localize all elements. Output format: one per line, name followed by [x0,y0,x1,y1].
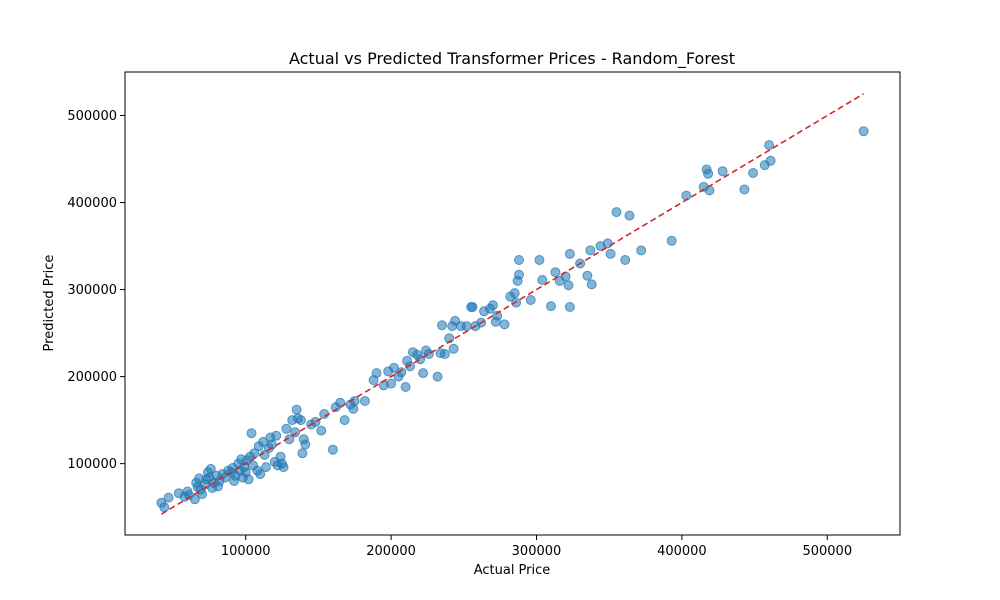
scatter-point [415,354,426,365]
scatter-point [492,310,503,321]
scatter-point [525,295,536,305]
scatter-point [666,235,677,246]
scatter-point [764,140,775,151]
scatter-point [467,302,478,312]
plot-marks [156,93,869,515]
scatter-point [681,190,692,201]
scatter-point [586,279,597,290]
scatter-point [396,367,407,378]
scatter-point [255,469,266,480]
scatter-point [585,245,596,256]
scatter-point [739,184,750,195]
scatter-point [439,349,450,359]
scatter-point [339,415,350,426]
scatter-point [448,343,459,354]
x-axis-ticks: 100000 200000 300000 400000 500000 [221,535,852,559]
scatter-point [281,423,292,434]
y-axis-label: Predicted Price [42,255,57,352]
y-tick-label: 300000 [67,283,117,298]
scatter-point [418,368,429,379]
scatter-point [246,428,257,439]
scatter-point [636,245,647,256]
scatter-point [582,270,593,281]
scatter-point [163,492,174,503]
scatter-point [537,275,548,285]
scatter-point [159,502,170,513]
scatter-point [295,415,306,426]
scatter-point [564,248,575,259]
scatter-point [703,168,714,179]
scatter-point [437,320,447,331]
scatter-point [611,207,622,218]
x-axis-label: Actual Price [474,563,551,578]
chart-title: Actual vs Predicted Transformer Prices -… [289,49,735,69]
scatter-point [534,255,545,265]
scatter-point [310,416,321,427]
scatter-point [550,267,561,278]
scatter-point [197,489,208,500]
scatter-point [487,300,498,311]
scatter-point [300,439,311,450]
y-tick-label: 200000 [67,370,117,385]
scatter-point [748,168,759,178]
scatter-point [284,434,295,445]
scatter-point [509,288,520,299]
scatter-point [258,436,269,447]
scatter-point [371,368,382,379]
scatter-point [765,155,776,166]
scatter-point [423,349,434,359]
x-tick-label: 300000 [512,544,562,559]
scatter-point [546,301,556,312]
y-tick-label: 400000 [67,196,117,211]
scatter-point [389,362,399,373]
scatter-point [297,448,308,459]
scatter-point [499,319,510,330]
scatter-point [704,185,715,196]
scatter-point [717,166,728,177]
scatter-point [261,462,271,473]
y-tick-label: 500000 [67,109,117,124]
scatter-point [858,126,869,137]
scatter-point [359,396,370,406]
scatter-point [514,269,524,280]
scatter-point [386,378,397,389]
x-tick-label: 200000 [366,544,416,559]
scatter-point [327,444,338,455]
scatter-point [514,255,524,265]
y-tick-label: 100000 [67,457,117,472]
x-tick-label: 500000 [802,544,852,559]
scatter-point [400,382,411,392]
scatter-point [620,255,631,265]
scatter-point [205,463,216,474]
scatter-point [563,280,574,291]
scatter-point [243,474,254,485]
scatter-point [564,302,575,312]
ideal-fit-line [160,93,865,515]
scatter-point [624,210,635,221]
x-tick-label: 400000 [657,544,707,559]
x-tick-label: 100000 [221,544,271,559]
plot-area-frame [124,71,901,536]
scatter-point [316,425,327,436]
scatter-point [271,430,282,441]
scatter-point [291,404,302,415]
scatter-point [432,371,443,382]
scatter-point [278,462,289,473]
scatter-point [605,248,616,259]
scatter-point [461,321,472,332]
scatter-point [602,238,613,249]
y-axis-ticks: 100000 200000 300000 400000 500000 [67,109,125,472]
